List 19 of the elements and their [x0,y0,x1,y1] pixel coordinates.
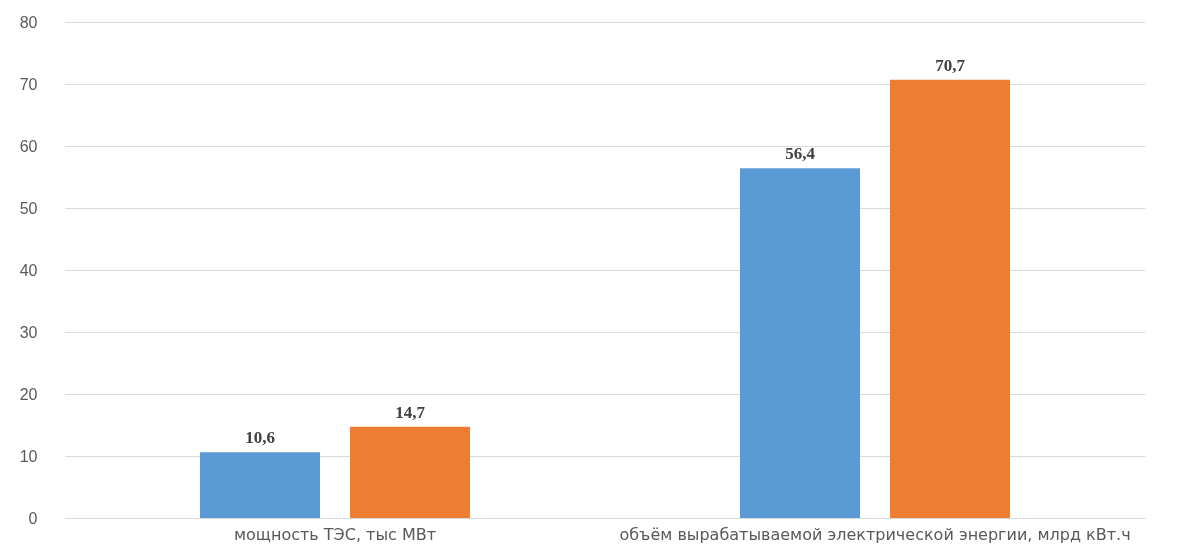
y-tick-label: 20 [19,385,38,403]
x-tick-label: объём вырабатываемой электрической энергии, млрд кВт.ч [619,524,1131,544]
bar [350,426,470,518]
bar [200,452,320,518]
data-label: 56,4 [785,144,816,164]
data-label: 14,7 [395,402,426,422]
y-tick-label: 0 [28,509,38,527]
y-tick-label: 30 [19,323,38,341]
y-tick-label: 40 [19,261,38,279]
bar [740,168,860,518]
y-tick-label: 50 [19,199,38,217]
x-tick-label: мощность ТЭС, тыс МВт [233,524,437,544]
data-label: 10,6 [245,428,275,448]
y-tick-label: 70 [19,75,38,93]
data-label: 70,7 [935,55,966,75]
y-tick-label: 80 [19,13,38,31]
y-tick-label: 10 [19,447,38,465]
bar [890,79,1010,518]
y-tick-label: 60 [19,137,38,155]
